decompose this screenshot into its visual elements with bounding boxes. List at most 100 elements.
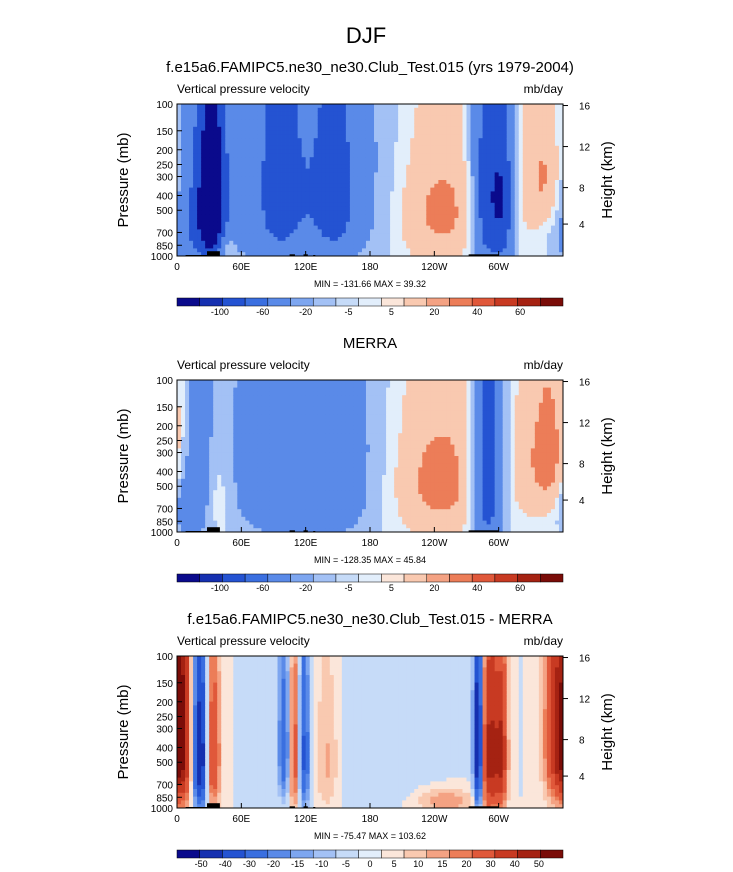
heatmap-cell <box>542 126 548 131</box>
heatmap-cell <box>241 206 246 211</box>
heatmap-cell <box>241 199 246 204</box>
heatmap-cell <box>229 244 234 249</box>
heatmap-cell <box>317 237 323 242</box>
heatmap-cell <box>209 187 214 192</box>
heatmap-cell <box>422 183 427 188</box>
heatmap-cell <box>305 107 311 112</box>
heatmap-cell <box>193 444 198 449</box>
heatmap-cell <box>273 520 278 525</box>
heatmap-cell <box>261 513 266 518</box>
heatmap-cell <box>482 153 487 158</box>
heatmap-cell <box>201 494 206 499</box>
heatmap-cell <box>498 233 504 238</box>
heatmap-cell <box>510 210 516 215</box>
heatmap-cell <box>205 494 210 499</box>
heatmap-cell <box>353 206 359 211</box>
heatmap-cell <box>325 142 331 147</box>
heatmap-cell <box>442 240 447 245</box>
heatmap-cell <box>394 180 399 185</box>
heatmap-cell <box>253 399 258 404</box>
heatmap-cell <box>470 164 475 169</box>
heatmap-cell <box>265 410 270 415</box>
heatmap-cell <box>478 202 483 207</box>
heatmap-cell <box>233 380 238 385</box>
heatmap-cell <box>333 202 339 207</box>
heatmap-cell <box>241 244 246 249</box>
heatmap-cell <box>426 225 431 230</box>
heatmap-cell <box>201 509 206 514</box>
heatmap-cell <box>418 142 423 147</box>
heatmap-cell <box>205 172 210 177</box>
heatmap-cell <box>185 478 190 483</box>
heatmap-cell <box>229 429 234 434</box>
heatmap-cell <box>265 467 270 472</box>
heatmap-cell <box>398 218 403 223</box>
heatmap-cell <box>321 149 327 154</box>
heatmap-cell <box>325 123 331 128</box>
heatmap-cell <box>454 180 459 185</box>
heatmap-cell <box>502 111 508 116</box>
heatmap-cell <box>293 240 299 245</box>
heatmap-cell <box>522 172 528 177</box>
heatmap-cell <box>349 145 355 150</box>
heatmap-cell <box>534 229 540 234</box>
heatmap-cell <box>253 490 258 495</box>
heatmap-cell <box>277 199 282 204</box>
heatmap-cell <box>305 180 311 185</box>
heatmap-cell <box>221 475 226 480</box>
heatmap-cell <box>193 486 198 491</box>
units-label: mb/day <box>524 82 563 96</box>
heatmap-cell <box>374 161 379 166</box>
heatmap-cell <box>458 202 463 207</box>
heatmap-cell <box>257 206 262 211</box>
heatmap-cell <box>353 107 359 112</box>
heatmap-cell <box>462 206 467 211</box>
heatmap-cell <box>233 168 238 173</box>
heatmap-cell <box>466 187 471 192</box>
heatmap-cell <box>530 153 536 158</box>
heatmap-cell <box>253 459 258 464</box>
heatmap-cell <box>325 138 331 143</box>
heatmap-cell <box>361 237 367 242</box>
heatmap-cell <box>390 104 395 109</box>
heatmap-cell <box>522 176 528 181</box>
heatmap-cell <box>410 191 415 196</box>
heatmap-cell <box>265 123 270 128</box>
heatmap-cell <box>185 494 190 499</box>
heatmap-cell <box>313 134 319 139</box>
heatmap-cell <box>221 425 226 430</box>
heatmap-cell <box>329 172 335 177</box>
heatmap-cell <box>221 380 226 385</box>
heatmap-cell <box>446 172 451 177</box>
heatmap-cell <box>378 214 383 219</box>
heatmap-cell <box>534 187 540 192</box>
heatmap-cell <box>285 145 290 150</box>
heatmap-cell <box>398 168 403 173</box>
heatmap-cell <box>265 501 270 506</box>
heatmap-cell <box>217 164 222 169</box>
heatmap-cell <box>410 130 415 135</box>
heatmap-cell <box>265 475 270 480</box>
heatmap-cell <box>506 180 512 185</box>
heatmap-cell <box>530 157 536 162</box>
heatmap-cell <box>201 482 206 487</box>
heatmap-cell <box>386 237 391 242</box>
heatmap-cell <box>357 149 363 154</box>
heatmap-cell <box>273 145 278 150</box>
heatmap-cell <box>193 187 198 192</box>
heatmap-cell <box>554 153 560 158</box>
heatmap-cell <box>518 130 524 135</box>
heatmap-cell <box>229 145 234 150</box>
heatmap-cell <box>225 221 230 226</box>
heatmap-cell <box>229 478 234 483</box>
heatmap-cell <box>402 157 407 162</box>
heatmap-cell <box>438 180 443 185</box>
heatmap-cell <box>221 244 226 249</box>
heatmap-cell <box>506 149 512 154</box>
heatmap-cell <box>249 528 254 532</box>
heatmap-cell <box>337 248 343 253</box>
heatmap-cell <box>205 142 210 147</box>
heatmap-cell <box>422 126 427 131</box>
heatmap-cell <box>301 240 307 245</box>
heatmap-cell <box>289 161 294 166</box>
